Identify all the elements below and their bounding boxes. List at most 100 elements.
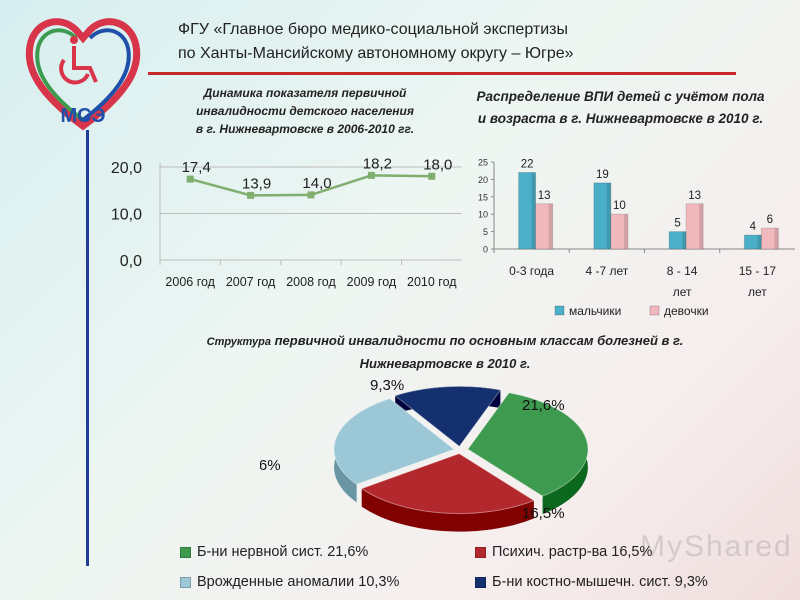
line-chart-data-label: 17,4 (182, 159, 211, 176)
bar-chart-title-2: и возраста в г. Нижневартовске в 2010 г. (477, 111, 764, 126)
pie-slice (394, 385, 502, 448)
bar-chart-bar-shade (757, 235, 762, 249)
line-chart-xtick: 2009 год (347, 275, 397, 289)
pie-chart-title-2: Нижневартовске в 2010 г. (359, 356, 531, 371)
bar-chart-data-label: 5 (674, 218, 680, 230)
line-chart-title-2: инвалидности детского населения (196, 104, 414, 118)
bar-chart-data-label: 4 (750, 221, 757, 233)
line-chart-point (428, 172, 436, 180)
legend-swatch-nervous (180, 546, 191, 558)
logo-heart-green (35, 28, 85, 122)
pie-legend-item: Б-ни костно-мышечн. сист. 9,3% (475, 574, 708, 590)
pie-slice (360, 453, 535, 515)
header-line-2: по Ханты-Мансийскому автономному округу … (178, 45, 574, 62)
bar-chart-data-label: 22 (521, 158, 534, 170)
line-chart-ytick: 0,0 (120, 253, 142, 270)
bar-chart-ytick: 10 (478, 210, 488, 220)
bar-chart-bar (610, 213, 629, 250)
bar-chart-legend-swatch (649, 305, 660, 316)
bar-chart-ytick: 25 (478, 158, 488, 168)
bar-chart-bar-shade (774, 228, 779, 249)
bar-chart-data-label: 13 (688, 190, 701, 202)
pie-slice-side (361, 488, 534, 532)
line-chart-data-label: 14,0 (302, 175, 331, 192)
bar-chart-bar (535, 203, 554, 250)
line-chart-ytick: 20,0 (111, 160, 142, 177)
bar-chart-legend-label: девочки (664, 304, 709, 318)
wheelchair-icon (59, 36, 98, 85)
pie-data-label: 16,6% (260, 457, 281, 474)
pie-legend-item: Врожденные аномалии 10,3% (180, 574, 399, 590)
bar-chart-xtick: 8 - 14 лет (667, 264, 698, 299)
logo-heart-red (25, 18, 141, 131)
bar-chart-xtick: 4 -7 лет (585, 264, 628, 278)
bar-chart-bar (760, 227, 779, 250)
pie-chart: 21,6% 16,5% 16,6% 9,3% (260, 377, 589, 532)
bar-chart-data-label: 6 (767, 214, 773, 226)
line-chart-xtick: 2010 год (407, 275, 457, 289)
bar-chart-ytick: 15 (478, 192, 488, 202)
side-divider (86, 130, 89, 566)
line-chart-point (367, 171, 375, 179)
bar-chart-data-label: 13 (538, 190, 551, 202)
header-line-1: ФГУ «Главное бюро медико-социальной эксп… (178, 21, 568, 38)
line-chart-ytick: 10,0 (111, 207, 142, 224)
pie-slice (333, 398, 456, 485)
line-chart-point (247, 191, 255, 199)
bar-chart-data-label: 19 (596, 169, 609, 181)
bar-chart-bar-shade (531, 172, 536, 249)
bar-chart-legend-label: мальчики (569, 304, 621, 318)
line-chart: 0,0 10,0 20,0 2006 год 2007 год 2008 год 2009 … (111, 155, 462, 289)
line-chart-data-label: 18,0 (423, 156, 452, 173)
pie-slice (467, 392, 589, 497)
bar-chart-data-label: 10 (613, 200, 626, 212)
pie-data-label: 16,5% (522, 505, 565, 522)
legend-swatch-mental (475, 546, 486, 558)
pie-legend-item: Психич. растр-ва 16,5% (475, 544, 652, 560)
line-chart-point (307, 191, 315, 199)
bar-chart-bar-shade (548, 203, 553, 249)
logo-text: МСЭ (60, 105, 105, 127)
pie-legend-label: Психич. растр-ва 16,5% (492, 544, 653, 560)
pie-legend-label: Б-ни костно-мышечн. сист. 9,3% (492, 574, 708, 590)
line-chart-data-label: 18,2 (363, 155, 392, 172)
bar-chart-ytick: 5 (483, 227, 488, 237)
line-chart-xtick: 2008 год (286, 275, 336, 289)
bar-chart-xtick: 0-3 года (509, 264, 554, 278)
watermark: MyShared (640, 530, 793, 563)
bar-chart-title-1: Распределение ВПИ детей с учётом пола (476, 89, 765, 104)
bar-chart-title: Распределение ВПИ детей с учётом пола и … (448, 86, 793, 130)
line-chart-title-1: Динамика показателя первичной (203, 86, 407, 100)
pie-legend-item: Б-ни нервной сист. 21,6% (180, 544, 368, 560)
bar-chart-bar-shade (623, 214, 628, 249)
bar-chart-bar (685, 203, 704, 250)
logo-heart-blue (81, 28, 131, 122)
pie-legend-label: Б-ни нервной сист. 21,6% (197, 544, 369, 560)
pie-data-label: 21,6% (522, 397, 565, 414)
bar-chart-bar-shade (699, 203, 704, 249)
line-chart-xtick: 2006 год (165, 275, 215, 289)
bar-chart-bar-shade (682, 231, 687, 249)
legend-swatch-congenital (180, 576, 191, 588)
bar-chart-ytick: 20 (478, 175, 488, 185)
pie-chart-title-prefix: Структура (206, 336, 271, 348)
header-title: ФГУ «Главное бюро медико-социальной эксп… (178, 18, 698, 66)
legend-swatch-musculoskeletal (475, 576, 486, 588)
bar-chart: 0 5 10 15 20 25 0-3 года 22 13 4 -7 лет 19 10 8 - 14… (478, 158, 795, 318)
line-chart-point (186, 175, 194, 183)
line-chart-data-label: 13,9 (242, 175, 271, 192)
pie-chart-title: Структура первичной инвалидности по осно… (150, 330, 740, 374)
header-divider (148, 72, 736, 75)
bar-chart-xtick: 15 - 17 лет (739, 264, 777, 299)
mse-logo: МСЭ (25, 18, 141, 131)
line-chart-title: Динамика показателя первичной инвалиднос… (160, 84, 450, 138)
pie-data-label: 9,3% (370, 377, 404, 394)
line-chart-xtick: 2007 год (226, 275, 276, 289)
bar-chart-legend-swatch (554, 305, 565, 316)
pie-chart-title-rest: первичной инвалидности по основным класс… (270, 333, 684, 348)
pie-legend-label: Врожденные аномалии 10,3% (197, 574, 400, 590)
pie-legend: Б-ни нервной сист. 21,6% Психич. растр-в… (180, 540, 780, 596)
bar-chart-ytick: 0 (483, 245, 488, 255)
bar-chart-bar-shade (606, 182, 611, 249)
line-chart-title-3: в г. Нижневартовске в 2006-2010 гг. (195, 122, 415, 136)
